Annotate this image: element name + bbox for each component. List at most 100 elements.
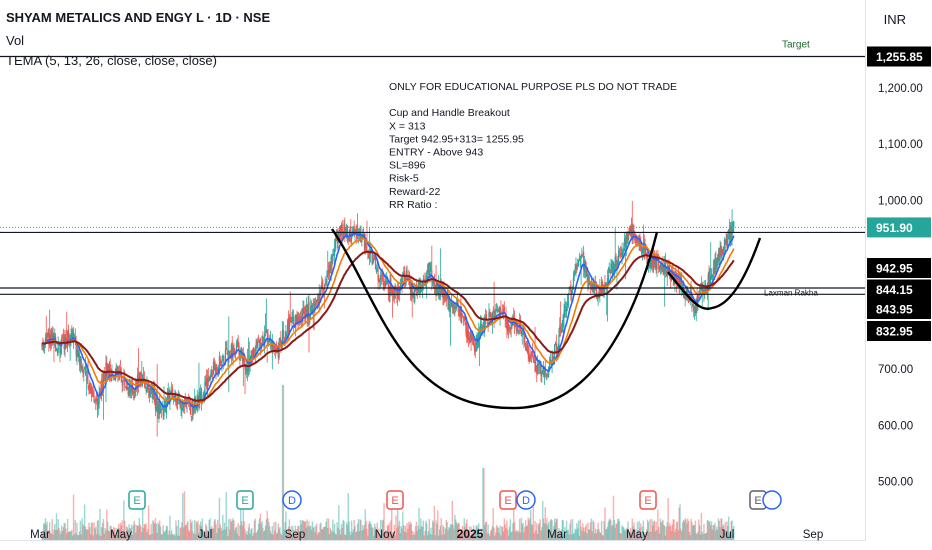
volume-bar [557,535,559,540]
volume-bar [560,529,563,540]
volume-bar [101,522,104,540]
volume-bar [52,534,54,540]
candle-body [138,372,140,386]
volume-bar [698,519,700,540]
candle-body [409,286,412,295]
volume-bar [287,526,290,540]
volume-bar [174,535,176,540]
volume-bar [697,531,699,540]
volume-bar [588,529,591,540]
candle-body [332,254,334,261]
volume-bar [730,521,732,540]
volume-bar [716,526,718,540]
candle-body [428,263,430,278]
volume-bar [142,528,145,540]
candle-body [511,322,513,328]
candle-body [695,298,697,313]
candle-body [219,358,221,363]
volume-bar [359,519,361,540]
candle-body [182,404,185,407]
volume-bar [126,527,128,540]
volume-bar [486,533,488,540]
candle-body [426,269,429,274]
volume-bar [621,525,623,540]
volume-bar [676,521,679,540]
price-label-text: 832.95 [876,325,913,339]
volume-bar [701,531,703,540]
volume-bar [597,522,599,540]
annotation-line: RR Ratio : [389,199,437,211]
earnings-marker [386,490,404,510]
volume-bar [434,535,436,540]
candle-body [82,367,84,373]
candle-body [168,393,170,403]
candle-body [470,333,472,343]
volume-legend-label[interactable]: Vol [6,33,25,48]
currency-label[interactable]: INR [883,12,906,27]
y-tick-label: 500.00 [878,477,913,489]
candle-body [335,237,337,241]
volume-bar [565,533,567,540]
candle-body [597,296,599,298]
candle-body [341,224,343,236]
volume-bar [373,523,376,540]
volume-bar [658,526,660,540]
candle-body [536,363,539,372]
volume-bar [593,521,595,540]
tema-legend-label[interactable]: TEMA (5, 13, 26, close, close, close) [6,53,217,68]
candle-body [304,307,306,319]
candle-body [57,342,59,353]
candle-body [559,325,561,334]
volume-bar [396,527,398,540]
volume-bar [674,531,676,540]
volume-bar [476,524,478,540]
candle-body [629,227,631,235]
volume-bar [460,529,463,540]
volume-bar [394,535,396,540]
level-label: Laxman Rakha [764,288,818,297]
candle-body [624,239,627,248]
volume-bar [467,535,470,540]
candle-body [502,309,505,314]
volume-bar [588,529,590,540]
candle-body [610,263,612,270]
candle-body [302,308,304,317]
annotation-line: Reward-22 [389,186,441,198]
candle-body [536,367,538,374]
candle-body [266,330,268,335]
candle-body [102,371,105,388]
volume-bar [123,500,125,540]
candle-body [375,269,377,272]
volume-bar [138,518,140,540]
volume-bar [704,533,706,540]
volume-bar [431,520,434,540]
volume-bar [108,531,111,540]
candle-body [66,331,69,347]
volume-bar [451,500,453,540]
volume-bar [84,526,87,540]
candle-body [579,259,581,261]
volume-bar [205,523,207,540]
candle-body [226,348,228,355]
volume-bar [193,519,196,540]
candle-body [700,282,702,291]
volume-bar [722,524,725,540]
candle-body [444,295,447,298]
volume-bar [501,526,504,540]
candle-body [244,364,246,371]
candle-body [713,267,715,275]
candle-body [553,357,555,359]
volume-bar [448,527,450,540]
volume-bar [334,533,337,540]
candle-body [89,382,91,394]
candle-body [373,258,375,261]
candle-body [43,344,45,351]
volume-bar [260,523,262,540]
candle-body [62,337,64,338]
candle-body [316,300,318,303]
candle-body [179,400,181,409]
candle-body [299,318,302,320]
candle-body [180,408,182,411]
candle-body [328,269,330,275]
volume-bar [508,526,511,540]
